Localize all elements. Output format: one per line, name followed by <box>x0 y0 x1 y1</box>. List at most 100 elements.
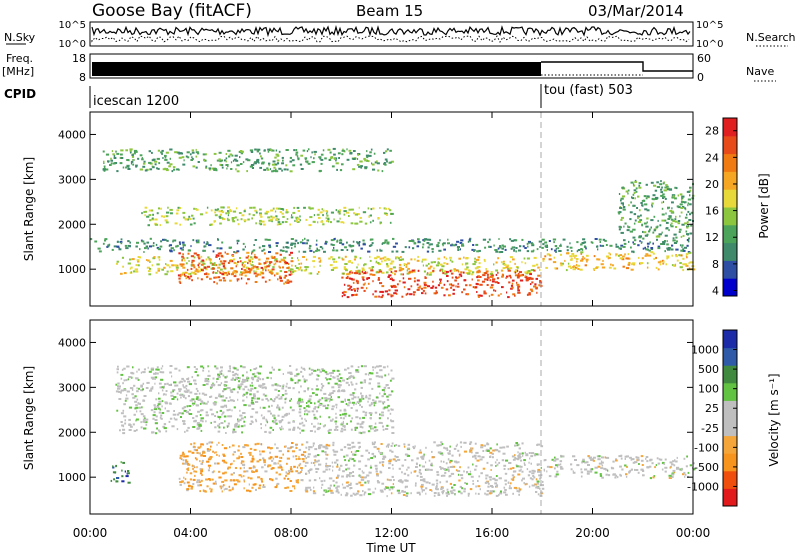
echo-cell <box>217 373 220 376</box>
echo-cell <box>549 254 552 257</box>
echo-cell <box>328 416 331 419</box>
echo-cell <box>413 270 416 273</box>
echo-cell <box>476 270 480 273</box>
echo-cell <box>337 383 341 386</box>
echo-cell <box>192 478 196 481</box>
echo-cell <box>477 485 481 488</box>
echo-cell <box>409 293 413 296</box>
station-title: Goose Bay (fitACF) <box>92 1 252 21</box>
echo-cell <box>405 293 408 296</box>
echo-cell <box>198 266 201 269</box>
echo-cell <box>381 395 384 398</box>
echo-cell <box>601 464 604 467</box>
echo-cell <box>671 194 676 197</box>
echo-cell <box>382 428 385 431</box>
echo-cell <box>164 154 167 157</box>
echo-cell <box>308 479 312 482</box>
echo-cell <box>248 404 252 407</box>
echo-cell <box>383 162 386 164</box>
echo-cell <box>402 281 406 284</box>
echo-cell <box>421 457 423 460</box>
echo-cell <box>167 206 169 209</box>
echo-cell <box>211 471 214 474</box>
echo-cell <box>572 268 576 271</box>
echo-cell <box>335 249 339 252</box>
echo-cell <box>241 374 244 377</box>
echo-cell <box>237 384 241 387</box>
echo-cell <box>423 270 426 273</box>
echo-cell <box>602 259 604 262</box>
echo-cell <box>689 189 692 192</box>
echo-cell <box>229 367 231 370</box>
echo-cell <box>599 474 603 477</box>
echo-cell <box>312 492 317 495</box>
echo-cell <box>580 468 583 471</box>
echo-cell <box>336 489 339 492</box>
echo-cell <box>416 474 419 477</box>
echo-cell <box>475 258 480 261</box>
echo-cell <box>457 247 459 250</box>
echo-cell <box>536 444 538 446</box>
echo-cell <box>320 162 323 165</box>
echo-cell <box>217 269 219 272</box>
echo-cell <box>593 255 596 258</box>
echo-cell <box>220 422 224 424</box>
echo-cell <box>649 465 652 468</box>
echo-cell <box>339 377 343 380</box>
echo-cell <box>224 376 227 379</box>
echo-cell <box>348 372 352 374</box>
echo-cell <box>328 465 332 467</box>
echo-cell <box>689 213 692 216</box>
echo-cell <box>645 253 649 256</box>
echo-cell <box>205 258 208 261</box>
echo-cell <box>340 493 342 496</box>
echo-cell <box>196 427 200 430</box>
echo-cell <box>387 417 389 420</box>
echo-cell <box>624 222 627 225</box>
echo-cell <box>577 267 580 270</box>
echo-cell <box>673 471 676 474</box>
echo-cell <box>354 293 357 296</box>
echo-cell <box>667 248 671 251</box>
echo-cell <box>125 166 127 169</box>
echo-cell <box>240 452 242 455</box>
echo-cell <box>266 376 269 379</box>
echo-cell <box>630 458 633 461</box>
echo-cell <box>171 264 174 267</box>
echo-cell <box>668 474 672 477</box>
echo-cell <box>276 223 279 226</box>
echo-cell <box>300 479 304 482</box>
echo-cell <box>319 157 322 160</box>
echo-cell <box>386 395 389 398</box>
echo-cell <box>261 386 264 389</box>
echo-cell <box>425 487 428 490</box>
echo-cell <box>605 456 610 459</box>
echo-cell <box>287 421 291 424</box>
echo-cell <box>310 272 313 275</box>
echo-cell <box>203 159 206 162</box>
echo-cell <box>519 274 523 277</box>
colorbar-tick-label: -1000 <box>687 480 719 493</box>
echo-cell <box>601 456 605 459</box>
echo-cell <box>355 270 359 273</box>
echo-cell <box>157 167 160 170</box>
echo-cell <box>686 239 690 241</box>
echo-cell <box>185 390 189 393</box>
echo-cell <box>120 149 124 152</box>
echo-cell <box>204 378 208 381</box>
echo-cell <box>149 260 151 263</box>
echo-cell <box>319 370 322 373</box>
echo-cell <box>672 239 676 242</box>
echo-cell <box>305 486 308 489</box>
echo-cell <box>121 469 123 472</box>
echo-cell <box>515 247 518 249</box>
echo-cell <box>675 236 678 239</box>
echo-cell <box>536 443 541 446</box>
echo-cell <box>147 247 149 250</box>
echo-cell <box>339 169 343 172</box>
echo-cell <box>439 481 442 484</box>
echo-cell <box>541 484 544 487</box>
echo-cell <box>527 270 531 272</box>
echo-cell <box>203 245 206 248</box>
echo-cell <box>270 398 272 401</box>
